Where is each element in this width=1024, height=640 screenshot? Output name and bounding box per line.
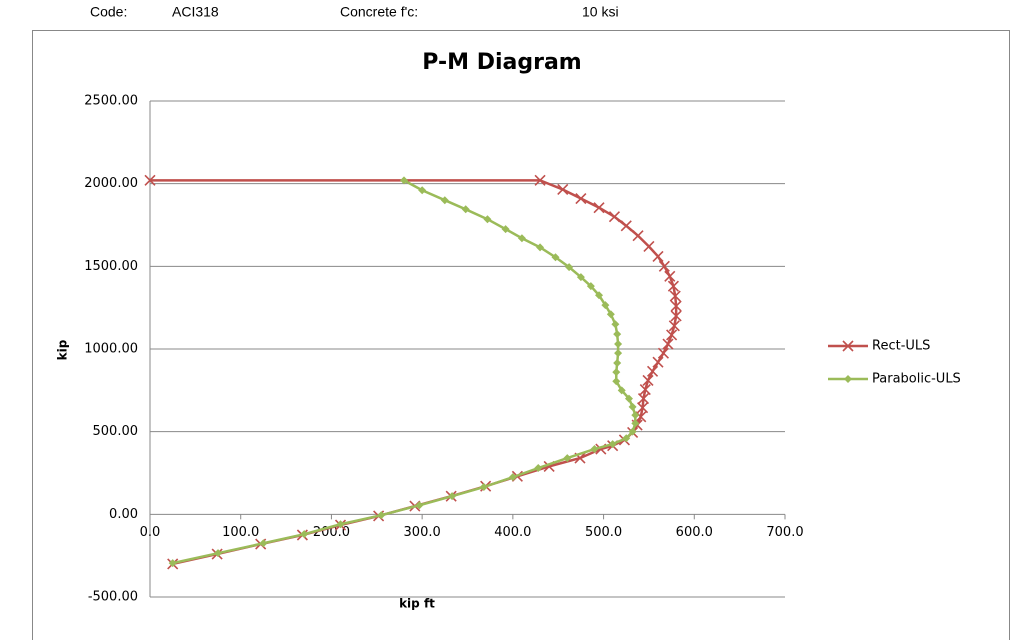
x-marker — [639, 383, 651, 396]
x-tick-label: 400.0 — [494, 525, 531, 540]
diamond-marker — [595, 291, 604, 300]
diamond-marker — [400, 176, 408, 185]
x-marker — [575, 192, 587, 205]
chart-title: P-M Diagram — [422, 50, 581, 75]
diamond-marker — [517, 234, 526, 243]
x-axis-label: kip ft — [399, 597, 435, 611]
diamond-marker — [614, 349, 623, 358]
diamond-marker — [418, 186, 427, 195]
x-tick-label: 0.0 — [140, 525, 161, 540]
diamond-marker — [612, 377, 621, 386]
diamond-marker — [631, 419, 640, 428]
diamond-marker — [612, 368, 621, 377]
diamond-marker — [608, 440, 617, 449]
y-axis-label: kip — [56, 339, 70, 360]
y-tick-label: 1000.00 — [84, 342, 138, 357]
diamond-marker — [576, 273, 585, 282]
y-tick-label: -500.00 — [88, 590, 138, 605]
x-marker — [670, 310, 682, 322]
x-marker — [652, 356, 664, 368]
x-tick-label: 700.0 — [766, 525, 803, 540]
diamond-marker — [300, 530, 309, 539]
diamond-marker — [483, 215, 492, 224]
diamond-marker — [586, 282, 595, 291]
diamond-marker — [844, 375, 852, 383]
code-label: Code: — [90, 4, 127, 20]
diamond-marker — [565, 263, 574, 272]
x-marker — [662, 338, 674, 350]
diamond-marker — [613, 359, 622, 368]
x-marker — [670, 300, 682, 312]
x-marker — [642, 374, 654, 386]
code-value: ACI318 — [172, 4, 219, 20]
diamond-marker — [631, 411, 640, 420]
diamond-marker — [606, 310, 615, 319]
x-marker — [842, 340, 854, 352]
y-tick-label: 1500.00 — [84, 259, 138, 274]
x-marker — [666, 329, 678, 341]
diamond-marker — [551, 253, 560, 262]
y-tick-label: 2000.00 — [84, 176, 138, 191]
diamond-marker — [590, 445, 599, 454]
diamond-marker — [624, 394, 633, 403]
diamond-marker — [501, 225, 510, 234]
y-tick-label: 500.00 — [93, 424, 139, 439]
diamond-marker — [259, 539, 268, 548]
diamond-marker — [448, 492, 457, 501]
diamond-marker — [536, 243, 545, 252]
x-marker — [658, 260, 670, 272]
x-marker — [664, 270, 676, 282]
diamond-marker — [214, 549, 223, 558]
x-marker — [667, 280, 679, 292]
x-tick-label: 300.0 — [404, 525, 441, 540]
x-marker — [669, 290, 681, 302]
x-marker — [643, 240, 655, 253]
x-marker — [637, 393, 650, 405]
x-marker — [593, 202, 605, 214]
diamond-marker — [508, 473, 517, 482]
x-tick-label: 100.0 — [222, 525, 259, 540]
diamond-marker — [617, 386, 626, 395]
y-tick-label: 2500.00 — [84, 94, 138, 109]
x-marker — [608, 211, 621, 223]
y-tick-label: 0.00 — [109, 507, 138, 522]
x-marker — [557, 183, 569, 196]
x-marker — [657, 347, 670, 359]
diamond-marker — [628, 427, 637, 436]
x-marker — [620, 220, 632, 232]
x-marker — [534, 174, 546, 186]
diamond-marker — [628, 402, 637, 411]
legend-label: Parabolic-ULS — [872, 372, 961, 387]
diamond-marker — [614, 340, 623, 349]
diamond-marker — [336, 520, 345, 529]
x-marker — [637, 402, 649, 414]
diamond-marker — [377, 511, 386, 520]
diamond-marker — [563, 454, 572, 463]
x-tick-label: 500.0 — [585, 525, 622, 540]
diamond-marker — [534, 464, 543, 473]
diamond-marker — [479, 483, 488, 492]
x-tick-label: 600.0 — [676, 525, 713, 540]
diamond-marker — [613, 330, 622, 339]
fc-label: Concrete f'c: — [340, 4, 418, 20]
x-marker — [668, 320, 680, 332]
diamond-marker — [611, 320, 620, 329]
diamond-marker — [168, 559, 177, 568]
diamond-marker — [440, 196, 449, 205]
chart-frame — [32, 30, 1010, 640]
fc-value: 10 ksi — [582, 4, 619, 20]
x-marker — [652, 250, 664, 262]
diamond-marker — [601, 301, 610, 310]
diamond-marker — [622, 434, 631, 443]
x-marker — [646, 365, 659, 377]
diamond-marker — [415, 501, 424, 510]
x-marker — [632, 230, 644, 242]
diamond-marker — [461, 205, 470, 214]
x-marker — [144, 174, 156, 186]
legend-label: Rect-ULS — [872, 339, 930, 354]
